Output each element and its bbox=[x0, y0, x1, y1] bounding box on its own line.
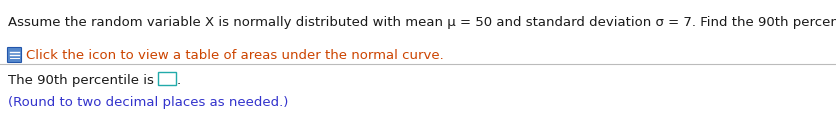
Text: .: . bbox=[176, 74, 181, 87]
Text: Assume the random variable X is normally distributed with mean μ = 50 and standa: Assume the random variable X is normally… bbox=[8, 16, 836, 29]
Text: The 90th percentile is: The 90th percentile is bbox=[8, 74, 158, 87]
FancyBboxPatch shape bbox=[158, 72, 176, 85]
Text: Click the icon to view a table of areas under the normal curve.: Click the icon to view a table of areas … bbox=[26, 49, 443, 62]
Text: (Round to two decimal places as needed.): (Round to two decimal places as needed.) bbox=[8, 96, 288, 109]
FancyBboxPatch shape bbox=[8, 47, 22, 62]
